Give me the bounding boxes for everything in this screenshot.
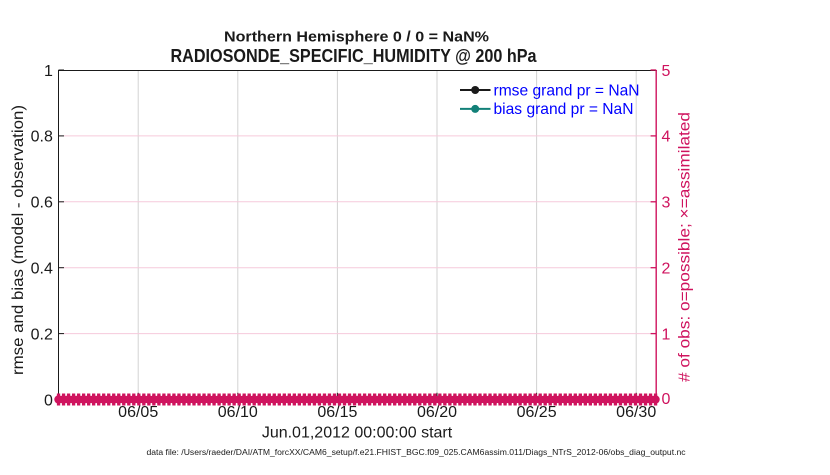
svg-text:0.4: 0.4 [31, 261, 53, 278]
svg-text:0: 0 [662, 391, 671, 408]
svg-text:0.2: 0.2 [31, 326, 53, 343]
svg-text:Jun.01,2012 00:00:00 start: Jun.01,2012 00:00:00 start [262, 425, 453, 442]
svg-text:06/30: 06/30 [616, 404, 656, 421]
svg-text:1: 1 [662, 326, 671, 343]
svg-text:bias grand pr = NaN: bias grand pr = NaN [494, 101, 634, 118]
svg-text:0: 0 [44, 392, 53, 409]
svg-text:2: 2 [662, 261, 671, 278]
svg-text:06/25: 06/25 [517, 404, 557, 421]
svg-text:# of obs: o=possible; ×=assimi: # of obs: o=possible; ×=assimilated [676, 112, 693, 382]
svg-text:06/15: 06/15 [317, 404, 357, 421]
svg-text:rmse and bias (model - observa: rmse and bias (model - observation) [10, 105, 27, 375]
svg-text:Northern Hemisphere 0 / 0 = Na: Northern Hemisphere 0 / 0 = NaN% [224, 28, 490, 45]
svg-text:06/05: 06/05 [118, 404, 158, 421]
svg-text:1: 1 [44, 63, 53, 80]
svg-text:5: 5 [662, 63, 671, 80]
svg-text:RADIOSONDE_SPECIFIC_HUMIDITY @: RADIOSONDE_SPECIFIC_HUMIDITY @ 200 hPa [171, 46, 538, 66]
svg-text:0.6: 0.6 [31, 195, 53, 212]
svg-text:0.8: 0.8 [31, 129, 53, 146]
svg-text:rmse grand pr = NaN: rmse grand pr = NaN [494, 82, 640, 99]
svg-text:data file: /Users/raeder/DAI/A: data file: /Users/raeder/DAI/ATM_forcXX/… [146, 447, 686, 457]
svg-text:4: 4 [662, 129, 671, 146]
svg-text:06/20: 06/20 [417, 404, 457, 421]
svg-text:06/10: 06/10 [218, 404, 258, 421]
svg-text:3: 3 [662, 195, 671, 212]
